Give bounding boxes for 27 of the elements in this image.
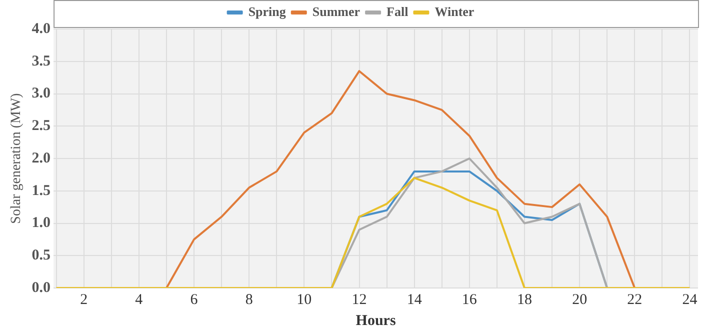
y-tick-label: 4.0 [32,20,51,37]
y-tick-label: 1.5 [32,182,51,199]
x-axis-title: Hours [356,312,396,329]
x-tick-label: 10 [296,292,312,308]
y-axis-title: Solar generation (MW) [9,92,24,224]
x-tick-label: 18 [516,292,532,308]
x-tick-label: 2 [80,292,88,308]
y-tick-label: 2.5 [32,118,51,134]
legend-label: Spring [248,4,286,19]
y-tick-label: 0.0 [32,280,51,296]
y-tick-label: 0.5 [32,248,51,264]
y-tick-label: 2.0 [32,150,51,166]
x-tick-label: 12 [352,292,367,308]
legend-label: Summer [312,4,360,19]
x-tick-label: 8 [245,292,253,308]
legend-label: Fall [386,4,409,19]
y-tick-label: 3.0 [32,86,51,102]
x-tick-label: 4 [135,292,144,308]
x-tick-label: 22 [627,292,642,308]
x-tick-label: 6 [190,292,198,308]
x-tick-label: 16 [462,292,478,308]
x-tick-label: 14 [406,292,422,308]
legend-label: Winter [434,4,474,19]
y-tick-label: 1.0 [32,215,51,232]
x-tick-label: 24 [682,292,698,308]
x-tick-label: 20 [572,292,588,308]
y-tick-label: 3.5 [32,53,51,70]
